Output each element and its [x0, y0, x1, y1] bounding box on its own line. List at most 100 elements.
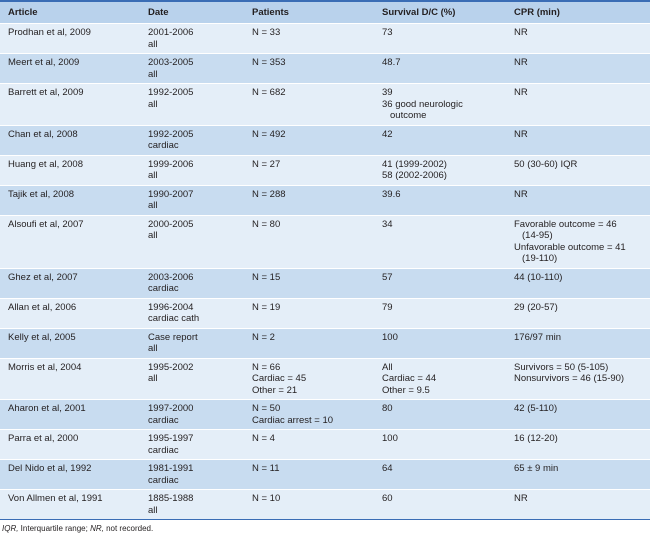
- table-row: Aharon et al, 2001 1997-2000 cardiac N = 50…: [0, 399, 650, 430]
- date-line: 2003-2005: [148, 57, 194, 68]
- cpr-line: Nonsurvivors = 46 (15-90): [514, 373, 625, 384]
- cpr-line: NR: [514, 27, 528, 38]
- cell-patients: N = 80: [244, 215, 374, 268]
- cell-survival: 64: [374, 460, 506, 490]
- cell-article: Tajik et al, 2008: [8, 188, 75, 200]
- survival-line: 42: [382, 128, 393, 140]
- patients-line: Other = 21: [252, 384, 298, 396]
- footnote-abbr-nr: NR,: [90, 524, 104, 533]
- date-line: cardiac: [148, 283, 179, 294]
- date-line: all: [148, 170, 158, 181]
- patients-line: N = 10: [252, 493, 281, 504]
- table-row: Chan et al, 2008 1992-2005 cardiac N = 492 4…: [0, 125, 650, 155]
- date-line: 2000-2005: [148, 218, 194, 230]
- date-line: 1995-2002: [148, 361, 194, 373]
- cpr-line: NR: [514, 188, 528, 200]
- cpr-line: 42 (5-110): [514, 403, 558, 414]
- data-table: Article Date Patients Survival D/C (%) C…: [0, 0, 650, 520]
- cell-date: 1981-1991 cardiac: [140, 460, 244, 490]
- date-line: 1981-1991: [148, 463, 194, 474]
- date-line: cardiac: [148, 474, 179, 486]
- cell-cpr: 42 (5-110): [506, 400, 650, 430]
- cell-cpr: 50 (30-60) IQR: [506, 155, 650, 185]
- cell-date: 1995-2002 all: [140, 358, 244, 400]
- date-line: all: [148, 230, 158, 241]
- cell-cpr: NR: [506, 490, 650, 520]
- cell-date: 2003-2006 cardiac: [140, 268, 244, 298]
- date-line: cardiac: [148, 444, 179, 456]
- cell-patients: N = 11: [244, 460, 374, 490]
- patients-line: N = 353: [252, 57, 286, 68]
- cell-article: Meert et al, 2009: [8, 57, 80, 68]
- cpr-line: 65 ± 9 min: [514, 463, 559, 474]
- cell-cpr: 16 (12-20): [506, 430, 650, 460]
- cpr-line: 16 (12-20): [514, 433, 558, 444]
- patients-line: N = 492: [252, 128, 286, 140]
- header-article: Article: [0, 1, 140, 24]
- table-row: Meert et al, 2009 2003-2005 all N = 353 48.7…: [0, 53, 650, 84]
- survival-line: 100: [382, 433, 398, 444]
- cell-date: Case report all: [140, 328, 244, 358]
- date-line: all: [148, 68, 158, 80]
- cpr-line: 176/97 min: [514, 331, 562, 343]
- survival-line: Cardiac = 44: [382, 373, 437, 384]
- cpr-line: NR: [514, 493, 528, 504]
- survival-line: 73: [382, 27, 393, 38]
- survival-line: 79: [382, 301, 393, 313]
- cell-article: Huang et al, 2008: [8, 158, 84, 170]
- date-line: cardiac: [148, 414, 179, 426]
- cpr-line: NR: [514, 87, 528, 98]
- cell-survival: 80: [374, 400, 506, 430]
- cell-date: 1999-2006 all: [140, 155, 244, 185]
- cell-cpr: 176/97 min: [506, 328, 650, 358]
- cell-article: Del Nido et al, 1992: [8, 463, 92, 474]
- cell-date: 1995-1997 cardiac: [140, 430, 244, 460]
- cell-survival: 39 36 good neurologic outcome: [374, 84, 506, 126]
- cell-cpr: NR: [506, 185, 650, 215]
- cell-survival: 73: [374, 24, 506, 54]
- patients-line: N = 66: [252, 361, 281, 373]
- cpr-line: Unfavorable outcome = 41: [514, 241, 626, 253]
- header-row: Article Date Patients Survival D/C (%) C…: [0, 1, 650, 24]
- cell-patients: N = 66 Cardiac = 45 Other = 21: [244, 358, 374, 400]
- date-line: all: [148, 504, 158, 516]
- table-row: Prodhan et al, 2009 2001-2006 all N = 33 73 N…: [0, 23, 650, 54]
- patients-line: N = 27: [252, 158, 281, 170]
- survival-line: outcome: [390, 110, 427, 121]
- table-row: Von Allmen et al, 1991 1885-1988 all N = 10…: [0, 489, 650, 520]
- header-cpr: CPR (min): [506, 1, 650, 24]
- cell-date: 1990-2007 all: [140, 185, 244, 215]
- cell-article: Chan et al, 2008: [8, 128, 78, 140]
- cell-survival: All Cardiac = 44 Other = 9.5: [374, 358, 506, 400]
- cell-cpr: 65 ± 9 min: [506, 460, 650, 490]
- table-row: Morris et al, 2004 1995-2002 all N = 66 Card…: [0, 358, 650, 400]
- patients-line: N = 682: [252, 87, 286, 98]
- date-line: all: [148, 98, 158, 110]
- date-line: 2003-2006: [148, 271, 194, 283]
- cell-patients: N = 10: [244, 490, 374, 520]
- cell-article: Kelly et al, 2005: [8, 331, 76, 343]
- patients-line: N = 80: [252, 218, 281, 230]
- cpr-line: Favorable outcome = 46: [514, 218, 617, 230]
- table-row: Huang et al, 2008 1999-2006 all N = 27 41 (1…: [0, 155, 650, 185]
- cell-survival: 79: [374, 298, 506, 328]
- table-row: Kelly et al, 2005 Case report all N = 2 100 1…: [0, 328, 650, 358]
- cell-article: Morris et al, 2004: [8, 361, 82, 373]
- cell-article: Aharon et al, 2001: [8, 403, 86, 414]
- cell-date: 1992-2005 cardiac: [140, 125, 244, 155]
- survival-line: 48.7: [382, 57, 401, 68]
- date-line: 1990-2007: [148, 188, 194, 200]
- survival-line: 58 (2002-2006): [382, 170, 447, 181]
- survival-line: 39: [382, 87, 393, 98]
- cpr-line: 29 (20-57): [514, 301, 558, 313]
- patients-line: N = 33: [252, 27, 281, 38]
- survival-line: 39.6: [382, 188, 401, 200]
- cell-patients: N = 682: [244, 84, 374, 126]
- cell-cpr: NR: [506, 84, 650, 126]
- cell-survival: 42: [374, 125, 506, 155]
- cell-patients: N = 492: [244, 125, 374, 155]
- survival-line: 64: [382, 463, 393, 474]
- cpr-line: NR: [514, 57, 528, 68]
- cell-survival: 34: [374, 215, 506, 268]
- cell-patients: N = 27: [244, 155, 374, 185]
